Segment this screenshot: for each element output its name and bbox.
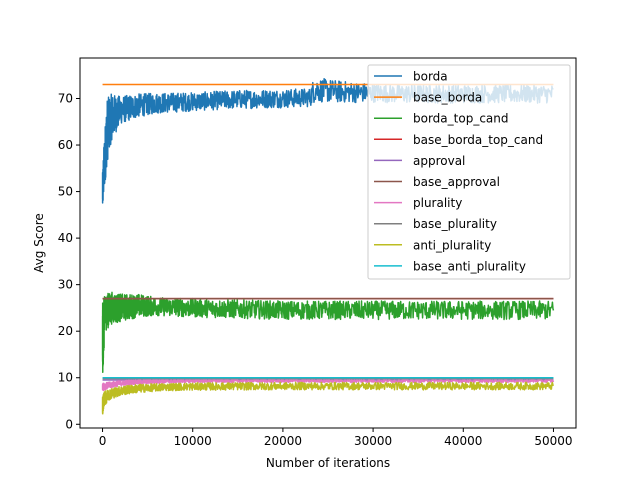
legend-entry: base_plurality [413,217,497,231]
y-tick-label: 70 [58,91,73,105]
y-tick-label: 40 [58,231,73,245]
series-layer [101,78,555,415]
x-tick-label: 10000 [174,434,212,448]
legend-entry: base_approval [413,175,500,189]
series-line-plurality [101,378,555,392]
plot-area-frame [79,57,577,429]
legend-entry: borda_top_cand [413,112,509,126]
y-tick-label: 20 [58,324,73,338]
y-axis-label: Avg Score [32,213,46,273]
y-tick-label: 50 [58,185,73,199]
legend: borda base_borda borda_top_cand base_borda_… [367,64,571,280]
x-tick-label: 20000 [264,434,302,448]
y-tick-label: 10 [58,371,73,385]
legend-box [367,64,571,280]
legend-entry: anti_plurality [413,238,491,252]
y-tick-label: 30 [58,278,73,292]
y-tick-label: 60 [58,138,73,152]
y-axis: 0 10 20 30 40 50 60 70 [58,91,80,431]
x-tick-label: 40000 [444,434,482,448]
legend-entry: approval [413,154,465,168]
legend-entry: base_anti_plurality [413,259,526,273]
series-line-borda-top-cand [101,291,555,373]
legend-entry: borda [413,70,448,84]
y-tick-label: 0 [65,417,73,431]
x-axis: 0 10000 20000 30000 40000 50000 [99,428,573,448]
x-tick-label: 0 [99,434,107,448]
series-line-anti-plurality [101,381,555,415]
x-tick-label: 50000 [534,434,572,448]
x-tick-label: 30000 [354,434,392,448]
legend-entry: plurality [413,196,462,210]
legend-entry: base_borda [413,91,482,105]
x-axis-label: Number of iterations [266,456,390,470]
legend-entry: base_borda_top_cand [413,133,543,147]
